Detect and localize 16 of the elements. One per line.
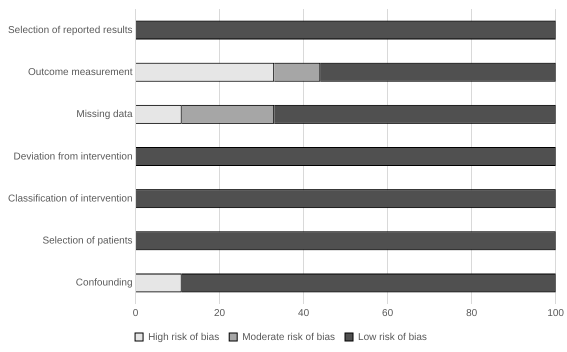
- y-tick-label: Outcome measurement: [28, 66, 133, 78]
- y-tick-label: Classification of intervention: [8, 193, 133, 204]
- x-tick-label: 0: [132, 308, 139, 319]
- legend-label: Moderate risk of bias: [242, 332, 336, 343]
- y-tick-label: Confounding: [76, 278, 133, 289]
- y-tick-label: Missing data: [76, 109, 133, 120]
- x-tick-label: 20: [214, 308, 226, 319]
- legend-label: High risk of bias: [148, 332, 220, 343]
- x-tick-label: 100: [547, 308, 564, 319]
- x-tick-label: 80: [466, 308, 478, 319]
- legend-label: Low risk of bias: [358, 332, 427, 343]
- x-tick-label: 40: [298, 308, 310, 319]
- y-tick-label: Selection of patients: [42, 236, 133, 247]
- y-tick-label: Deviation from intervention: [14, 151, 133, 162]
- x-tick-label: 60: [382, 308, 394, 319]
- y-tick-label: Selection of reported results: [8, 24, 133, 36]
